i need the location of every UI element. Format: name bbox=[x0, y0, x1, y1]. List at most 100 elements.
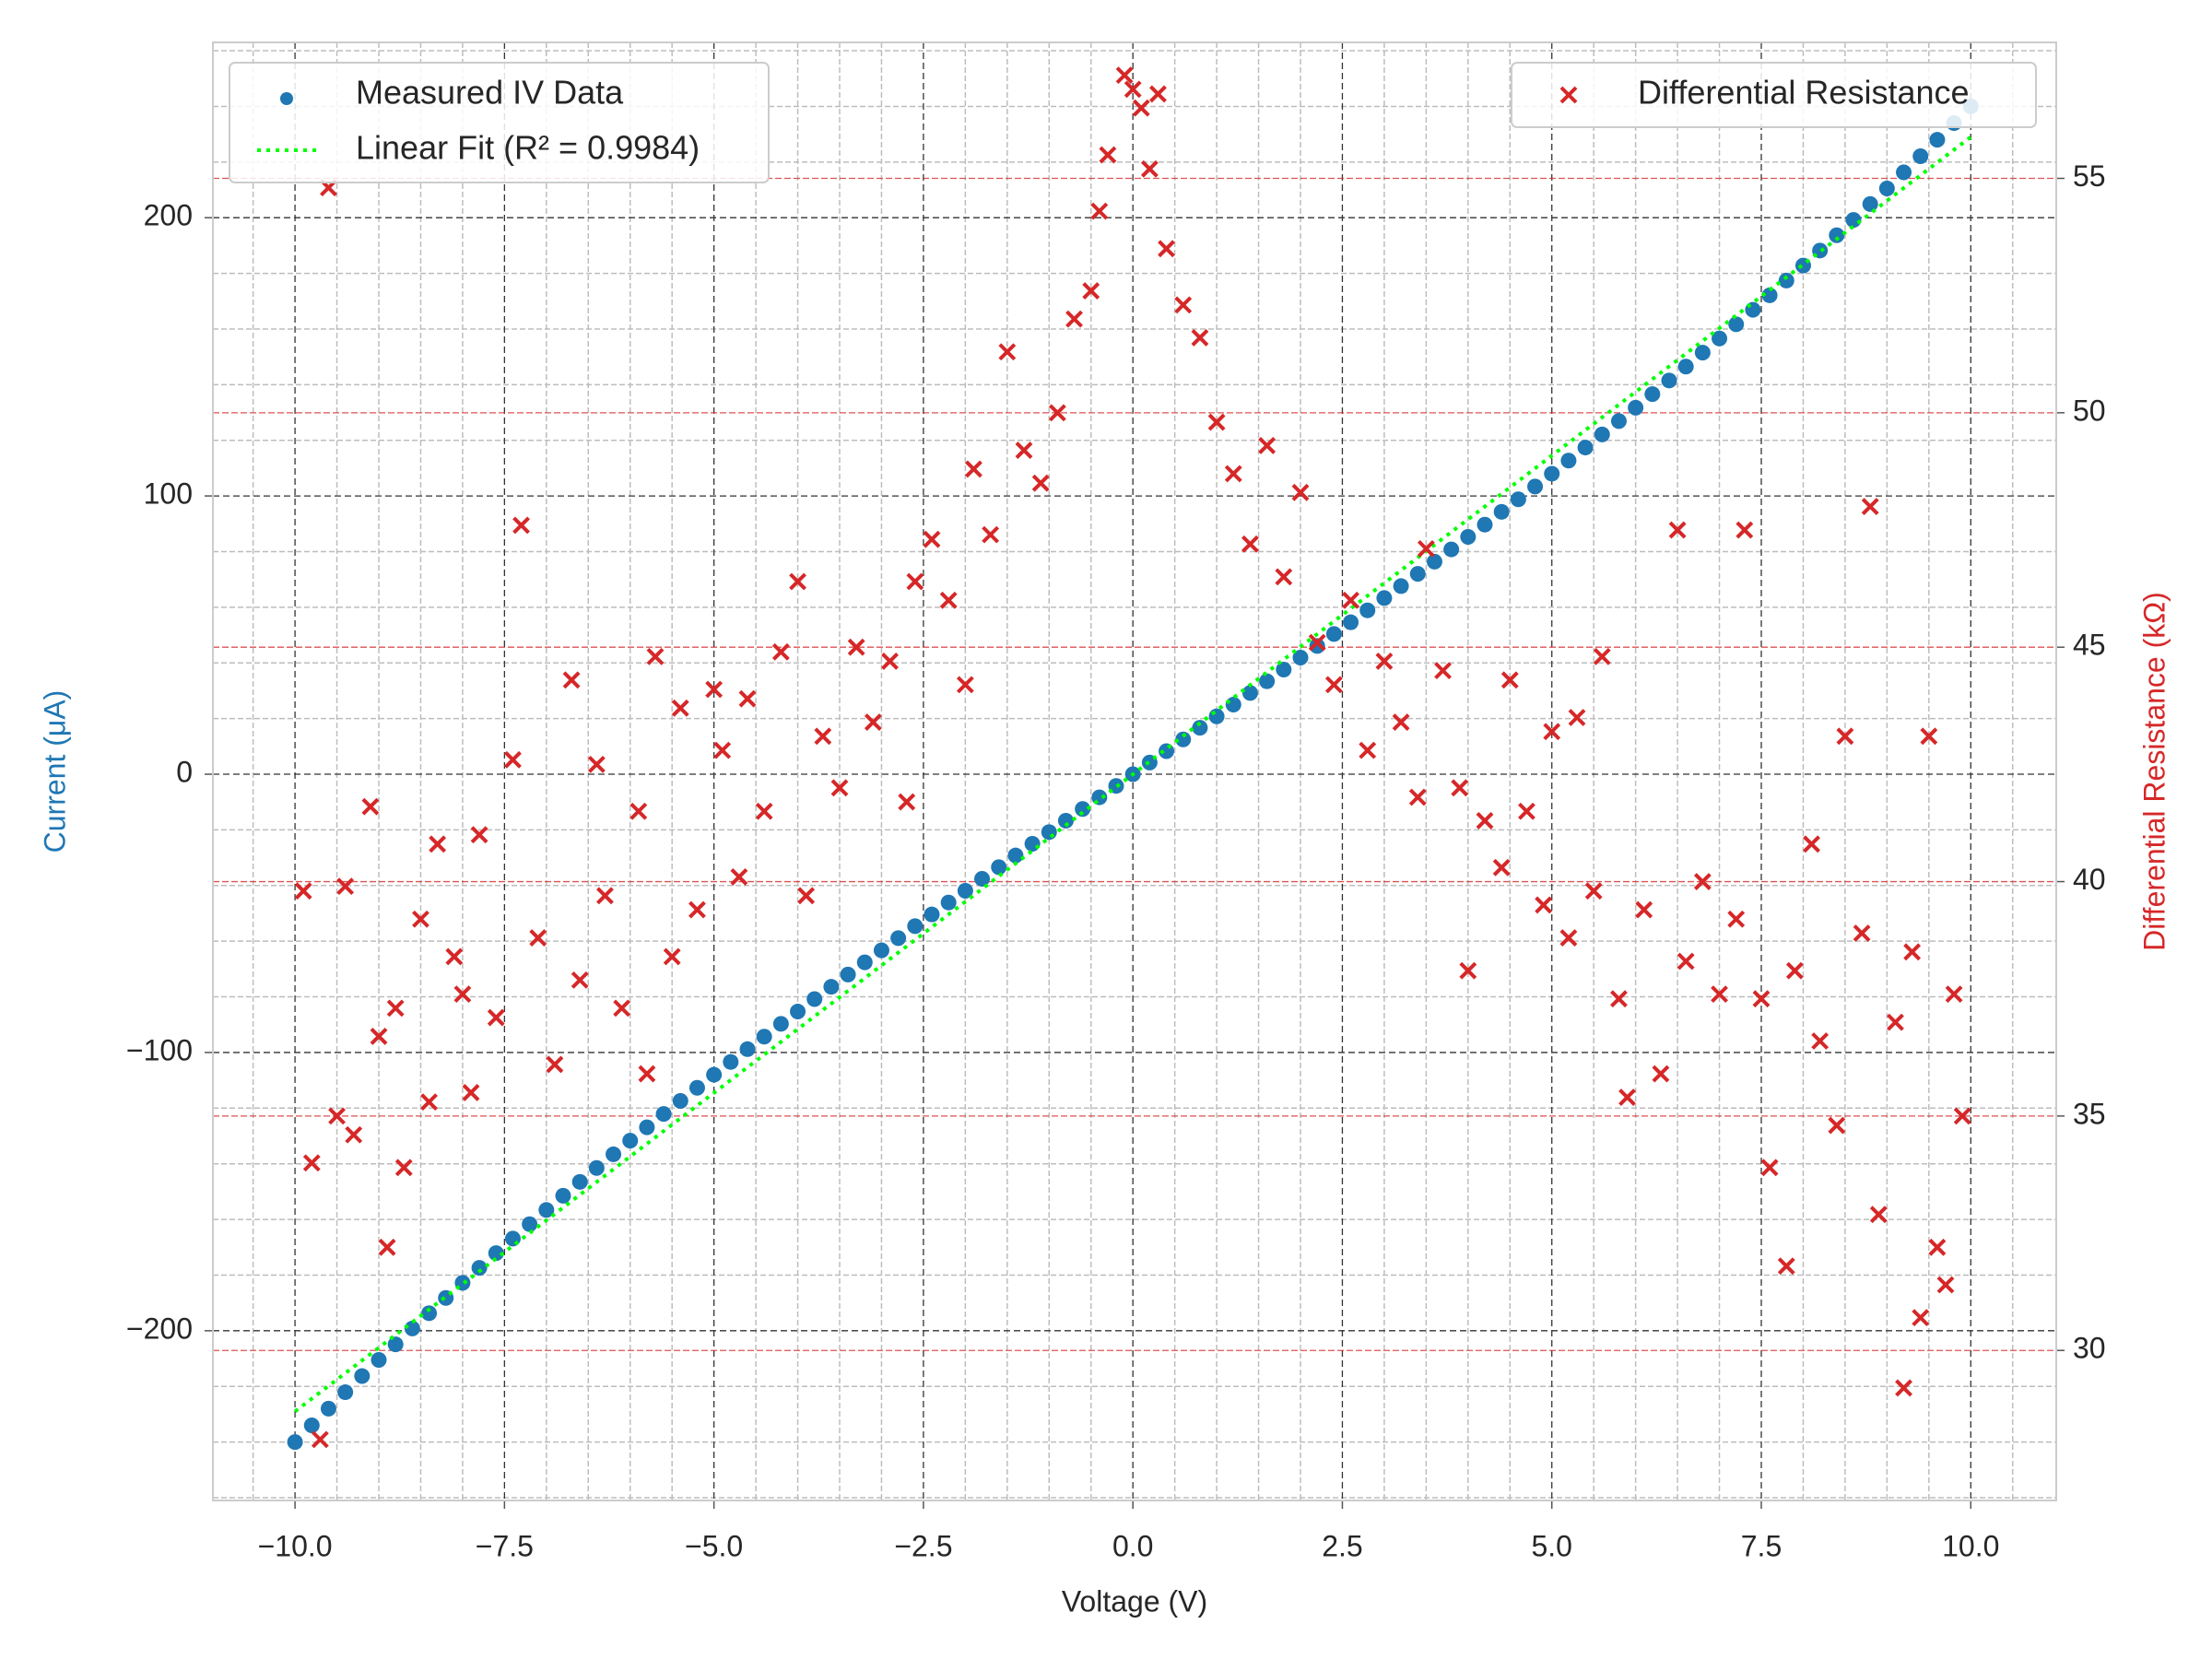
resistance-point bbox=[302, 1154, 321, 1172]
resistance-point bbox=[1082, 282, 1100, 300]
resistance-point bbox=[847, 638, 865, 656]
resistance-point bbox=[1324, 676, 1343, 694]
resistance-point bbox=[923, 530, 941, 548]
resistance-point bbox=[629, 802, 648, 820]
data-point bbox=[688, 1079, 705, 1096]
resistance-point bbox=[1777, 1257, 1795, 1276]
resistance-point bbox=[906, 572, 924, 591]
resistance-point bbox=[1803, 835, 1820, 853]
resistance-point bbox=[1584, 882, 1603, 900]
data-point bbox=[1175, 731, 1192, 747]
data-point bbox=[1560, 453, 1577, 469]
resistance-point bbox=[1711, 985, 1728, 1004]
resistance-point bbox=[1518, 802, 1535, 820]
legend-marker bbox=[280, 92, 293, 105]
resistance-point bbox=[1275, 568, 1293, 586]
data-point bbox=[1393, 578, 1409, 594]
x-tick-label: 7.5 bbox=[1741, 1529, 1782, 1562]
data-point bbox=[1024, 835, 1041, 852]
data-point bbox=[806, 991, 823, 1007]
data-point bbox=[1325, 626, 1342, 642]
data-point bbox=[1929, 132, 1946, 148]
data-point bbox=[371, 1352, 387, 1369]
resistance-point bbox=[1610, 990, 1628, 1008]
data-point bbox=[756, 1029, 772, 1045]
resistance-point bbox=[1652, 1065, 1670, 1083]
data-point bbox=[1829, 227, 1845, 243]
resistance-point bbox=[1869, 1206, 1888, 1224]
resistance-point bbox=[453, 985, 472, 1004]
x-tick-label: −10.0 bbox=[258, 1529, 333, 1562]
data-point bbox=[1208, 708, 1225, 724]
resistance-point bbox=[462, 1084, 480, 1101]
resistance-point bbox=[336, 877, 355, 896]
resistance-point bbox=[1752, 990, 1771, 1008]
data-point bbox=[1577, 440, 1594, 456]
data-point bbox=[1761, 287, 1778, 303]
data-point bbox=[1628, 399, 1644, 416]
data-point bbox=[1192, 720, 1208, 736]
y-tick-label: −200 bbox=[126, 1312, 193, 1345]
resistance-point bbox=[1224, 465, 1242, 483]
resistance-point bbox=[1635, 900, 1653, 919]
data-point bbox=[1409, 566, 1426, 582]
resistance-point bbox=[1895, 1379, 1912, 1397]
x-tick-label: −7.5 bbox=[476, 1529, 534, 1562]
resistance-point bbox=[956, 676, 974, 694]
data-point bbox=[1510, 491, 1526, 508]
resistance-point bbox=[1953, 1107, 1971, 1125]
resistance-point bbox=[1408, 788, 1427, 806]
data-point bbox=[1309, 638, 1325, 654]
data-point bbox=[1896, 164, 1912, 181]
legend-label: Linear Fit (R² = 0.9984) bbox=[356, 129, 700, 167]
resistance-point bbox=[445, 947, 464, 966]
data-point bbox=[588, 1159, 605, 1176]
data-point bbox=[1376, 590, 1393, 606]
resistance-point bbox=[1015, 441, 1033, 459]
y2-tick-label: 40 bbox=[2073, 863, 2106, 896]
data-point bbox=[1276, 662, 1292, 678]
data-point bbox=[991, 859, 1007, 876]
data-point bbox=[1712, 330, 1728, 347]
resistance-point bbox=[1291, 483, 1310, 501]
resistance-point bbox=[1191, 329, 1209, 347]
data-point bbox=[1544, 465, 1560, 482]
y-tick-label: −100 bbox=[126, 1033, 193, 1066]
legend-box bbox=[1511, 62, 2037, 128]
resistance-point bbox=[864, 713, 882, 732]
y-tick-label: 200 bbox=[144, 199, 193, 232]
data-point bbox=[1426, 553, 1442, 570]
resistance-point bbox=[1693, 873, 1712, 890]
resistance-point bbox=[998, 343, 1017, 361]
resistance-point bbox=[1099, 146, 1117, 164]
y2-tick-label: 50 bbox=[2073, 394, 2106, 427]
data-point bbox=[606, 1146, 622, 1162]
data-point bbox=[404, 1320, 420, 1336]
resistance-point bbox=[571, 971, 589, 989]
x-tick-label: 5.0 bbox=[1531, 1529, 1571, 1562]
data-point bbox=[354, 1368, 371, 1384]
data-point bbox=[1225, 697, 1241, 713]
resistance-point bbox=[420, 1093, 438, 1112]
resistance-point bbox=[713, 741, 732, 759]
resistance-point bbox=[646, 647, 665, 665]
data-point bbox=[1241, 685, 1258, 701]
resistance-point bbox=[1936, 1276, 1955, 1294]
resistance-point bbox=[1811, 1032, 1830, 1050]
resistance-point bbox=[730, 868, 748, 886]
resistance-point bbox=[638, 1065, 656, 1083]
resistance-point bbox=[1359, 741, 1377, 759]
resistance-point bbox=[370, 1027, 388, 1045]
resistance-point bbox=[982, 525, 1000, 544]
resistance-point bbox=[1903, 943, 1922, 961]
resistance-point bbox=[1492, 858, 1511, 877]
data-point bbox=[907, 918, 924, 935]
resistance-point bbox=[1451, 779, 1469, 797]
resistance-point bbox=[328, 1107, 346, 1125]
data-point bbox=[1694, 345, 1711, 361]
resistance-point bbox=[1945, 985, 1963, 1004]
resistance-point bbox=[1535, 896, 1553, 914]
resistance-point bbox=[345, 1125, 363, 1144]
data-point bbox=[538, 1202, 555, 1218]
